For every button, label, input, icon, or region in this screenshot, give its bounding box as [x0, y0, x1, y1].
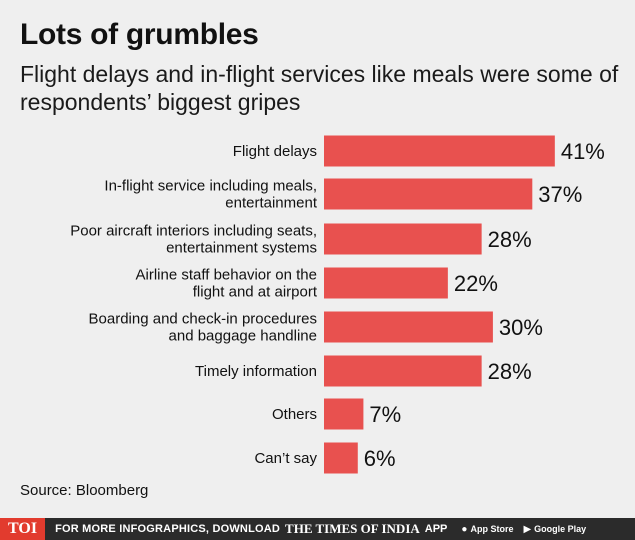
app-store-label: App Store [470, 524, 514, 534]
category-label: Poor aircraft interiors including seats,… [70, 223, 317, 257]
category-label: Timely information [195, 363, 317, 380]
google-play-label: Google Play [534, 524, 587, 534]
footer-brand: THE TIMES OF INDIA [285, 521, 420, 536]
bar-chart: 41% Flight delays 37% In-flight service inc… [70, 135, 605, 474]
footer-text: FOR MORE INFOGRAPHICS, DOWNLOAD [55, 523, 281, 535]
category-label: Can’t say [254, 450, 317, 467]
chart-title: Lots of grumbles [20, 18, 259, 51]
value-label: 30% [499, 315, 543, 340]
chart-subtitle: Flight delays and in-flight services lik… [20, 61, 619, 115]
category-label: Boarding and check-in procedures and bagg… [89, 311, 317, 345]
google-play-badge[interactable]: ▶ Google Play [523, 524, 586, 535]
bar [324, 135, 555, 167]
value-label: 28% [488, 359, 532, 384]
category-label: In-flight service including meals, entert… [104, 178, 317, 212]
value-label: 6% [364, 446, 396, 471]
bar [324, 267, 448, 299]
value-label: 22% [454, 271, 498, 296]
bar [324, 311, 493, 343]
category-label: Airline staff behavior on the flight and … [135, 267, 317, 301]
value-label: 41% [561, 139, 605, 164]
bar [324, 398, 364, 430]
category-label: Flight delays [233, 143, 317, 160]
apple-icon: ● [461, 523, 468, 535]
play-icon: ▶ [523, 523, 532, 535]
value-label: 37% [538, 182, 582, 207]
bar [324, 178, 533, 210]
value-label: 7% [369, 402, 401, 427]
toi-logo: TOI [0, 518, 46, 540]
value-label: 28% [488, 227, 532, 252]
bar [324, 223, 482, 255]
bar [324, 355, 482, 387]
bar [324, 442, 358, 474]
footer-app: APP [424, 523, 448, 535]
category-label: Others [272, 406, 317, 423]
footer-banner[interactable]: TOI FOR MORE INFOGRAPHICS, DOWNLOAD THE … [0, 518, 635, 540]
source-note: Source: Bloomberg [20, 482, 149, 499]
app-store-badge[interactable]: ● App Store [461, 524, 513, 535]
